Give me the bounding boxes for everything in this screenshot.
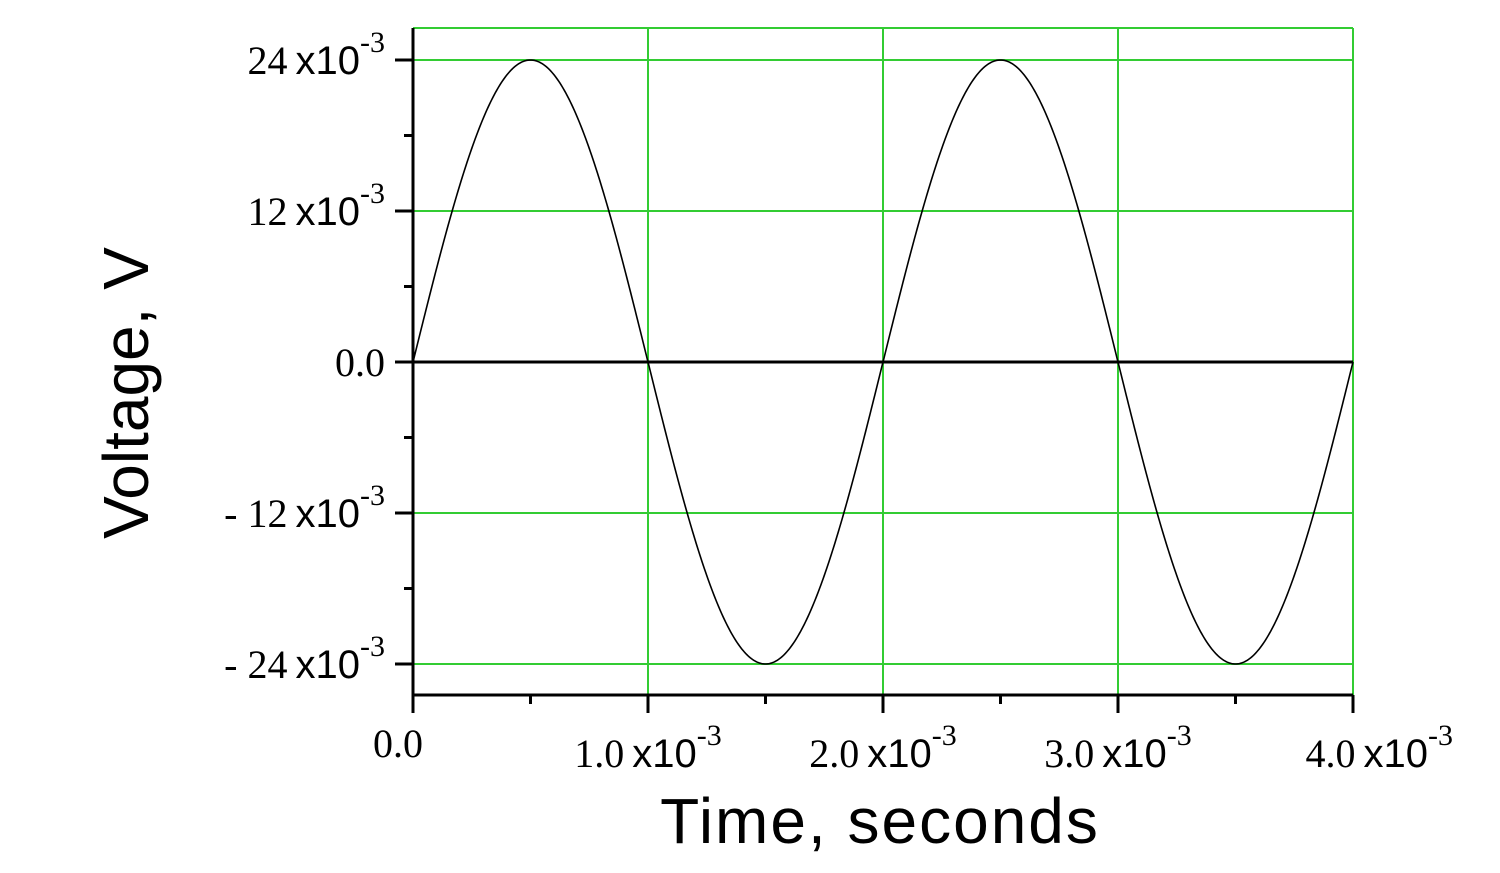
x-tick-label: 1.0 x10-3 <box>574 719 722 776</box>
y-tick-label: - 24 x10-3 <box>224 630 385 687</box>
series-layer <box>412 59 1354 665</box>
x-axis-title: Time, seconds <box>660 785 1100 857</box>
y-axis-title: Voltage, V <box>90 247 162 539</box>
x-tick-label: 0.0 <box>373 721 423 766</box>
x-tick-labels: 0.0 1.0 x10-3 2.0 x10-3 3.0 x10-3 4.0 x10-3 <box>373 719 1453 776</box>
y-tick-label: - 12 x10-3 <box>224 479 385 536</box>
voltage-series-line <box>412 59 1354 665</box>
y-tick-label: 0.0 <box>335 340 385 385</box>
x-tick-label: 4.0 x10-3 <box>1306 719 1454 776</box>
y-tick-label: 12 x10-3 <box>248 177 386 234</box>
plot-axes <box>395 28 1355 713</box>
y-tick-labels: 24 x10-3 12 x10-3 0.0 - 12 x10-3 - 24 x10-3 <box>224 26 385 687</box>
x-tick-label: 2.0 x10-3 <box>809 719 957 776</box>
y-tick-label: 24 x10-3 <box>248 26 386 83</box>
x-tick-label: 3.0 x10-3 <box>1044 719 1192 776</box>
